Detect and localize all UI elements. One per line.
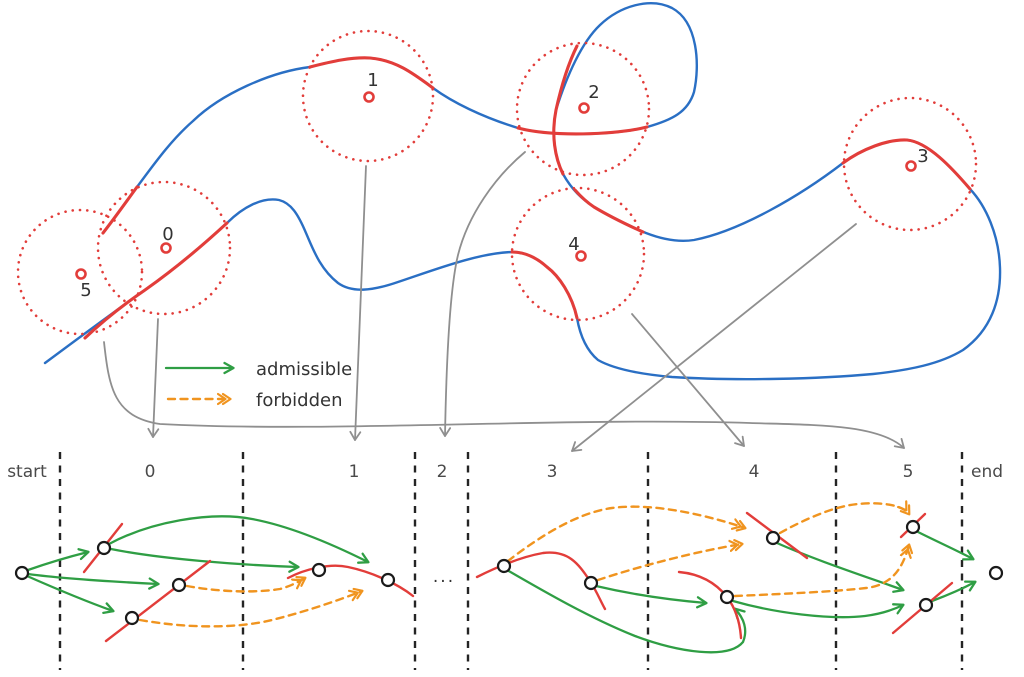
column-label-1: 1 (349, 462, 360, 482)
edge-admissible-start-0a (26, 548, 90, 572)
legend: admissible forbidden (164, 359, 352, 411)
waypoint-center-1 (363, 91, 375, 103)
constraint-segment-start (101, 185, 139, 235)
graph-node-5b (918, 597, 934, 613)
constraint-segment-2h (516, 125, 649, 136)
forbidden-edges (138, 503, 909, 628)
waypoint-center-4 (575, 250, 587, 262)
waypoint-region-5 (16, 208, 144, 336)
edge-admissible-5b-end (930, 580, 977, 603)
edge-admissible-4a-5b (775, 541, 905, 593)
edge-admissible-5a-end (916, 530, 975, 561)
constraint-segment-3 (841, 138, 972, 191)
edge-forbidden-0c-1b (138, 591, 362, 628)
edge-forbidden-0b-1a (185, 578, 305, 593)
tangent-1ab (286, 564, 415, 598)
legend-forbidden-label: forbidden (256, 390, 343, 411)
graph-node-3a (496, 558, 512, 574)
waypoint-label-2: 2 (588, 82, 599, 103)
column-label-3: 3 (547, 462, 558, 482)
graph-node-5a (905, 519, 921, 535)
graph-node-3b (583, 575, 599, 591)
constraint-segment-4a (573, 188, 645, 234)
waypoint-region-2 (515, 41, 651, 177)
tangent-0bc (104, 559, 212, 643)
edge-admissible-0a-1b (107, 515, 370, 564)
edge-forbidden-3a-4a (506, 505, 745, 563)
edge-admissible-start-0c (25, 574, 115, 614)
waypoint-regions (16, 29, 978, 336)
projection-arrow-col4 (631, 313, 745, 447)
edge-forbidden-4a-5a (778, 503, 909, 535)
edge-forbidden-4b-5a (733, 545, 909, 598)
edge-admissible-start-0b (26, 572, 160, 590)
waypoint-region-3 (842, 96, 978, 232)
column-label-4: 4 (749, 462, 760, 482)
trajectory-path (43, 2, 1002, 381)
edge-admissible-0a-1a (109, 547, 300, 573)
graph-node-0b (171, 577, 187, 593)
column-label-0: 0 (145, 462, 156, 482)
constraint-segment-1 (308, 56, 435, 90)
edge-admissible-3b-4b (594, 584, 708, 609)
projection-arrow-col5 (103, 341, 905, 449)
graph-nodes (14, 519, 1004, 626)
waypoint-center-0 (160, 242, 172, 254)
projection-arrow-col2 (439, 151, 526, 437)
graph-node-1a (311, 562, 327, 578)
projection-arrows (103, 151, 905, 452)
graph-node-end (988, 565, 1004, 581)
waypoint-center-2 (578, 102, 590, 114)
waypoint-centers (75, 91, 917, 280)
waypoint-label-0: 0 (162, 224, 173, 245)
projection-arrow-col3 (571, 223, 857, 452)
constraint-segment-4b (510, 250, 579, 320)
column-separators (58, 452, 964, 670)
waypoint-label-4: 4 (568, 234, 579, 255)
waypoint-labels: 0 1 2 3 4 5 (80, 70, 928, 301)
column-label-end: end (971, 462, 1003, 482)
edge-forbidden-3b-4a (596, 544, 742, 582)
tangent-4b (677, 570, 743, 640)
waypoint-center-5 (75, 268, 87, 280)
admissible-edges (25, 515, 977, 654)
column-label-5: 5 (903, 462, 914, 482)
waypoint-label-1: 1 (367, 70, 378, 91)
projection-arrow-col1 (349, 165, 367, 441)
edge-admissible-3a-4b (505, 568, 747, 654)
graph-node-1b (380, 572, 396, 588)
column-labels: start 0 1 2 3 4 5 end (7, 462, 1003, 482)
edge-admissible-4b-5b (731, 599, 905, 619)
legend-admissible-label: admissible (256, 359, 352, 380)
ellipsis-label: ... (433, 567, 455, 587)
projection-arrow-col0 (147, 318, 160, 438)
waypoint-region-0 (96, 180, 232, 316)
graph-node-4a (765, 530, 781, 546)
constraint-segment-05 (83, 221, 229, 340)
waypoint-label-3: 3 (917, 146, 928, 167)
graph-node-0c (124, 610, 140, 626)
waypoint-label-5: 5 (80, 280, 91, 301)
constraint-segments (83, 44, 972, 340)
constraint-segment-2v (552, 44, 579, 176)
graph-node-4b (719, 589, 735, 605)
waypoint-region-4 (510, 186, 646, 322)
column-label-2: 2 (437, 462, 448, 482)
waypoint-center-3 (905, 160, 917, 172)
graph-node-0a (96, 540, 112, 556)
graph-node-start (14, 565, 30, 581)
waypoint-region-1 (301, 29, 435, 163)
column-label-start: start (7, 462, 47, 482)
